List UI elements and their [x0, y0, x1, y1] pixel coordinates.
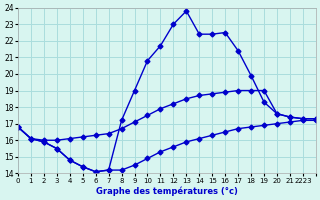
X-axis label: Graphe des températures (°c): Graphe des températures (°c): [96, 186, 238, 196]
